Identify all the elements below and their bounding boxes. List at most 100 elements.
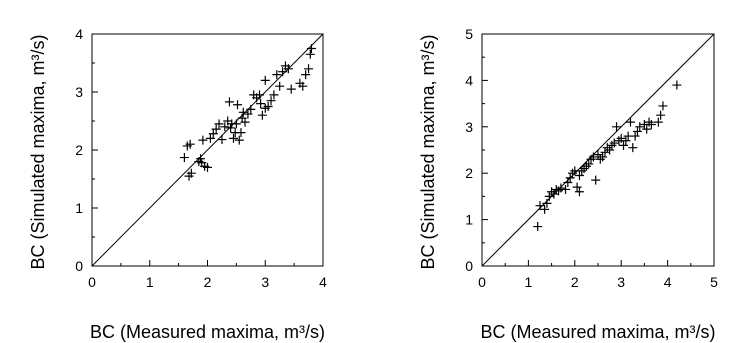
data-point (306, 44, 316, 53)
data-point (586, 154, 596, 164)
data-point (612, 122, 622, 132)
data-point (185, 139, 195, 149)
x-tick-label: 2 (571, 274, 579, 290)
data-point (304, 64, 314, 74)
data-point (600, 147, 610, 157)
data-point (572, 182, 582, 192)
data-point (658, 101, 668, 111)
x-tick-label: 1 (146, 274, 154, 290)
data-point (535, 201, 545, 211)
scatter-panel-right: 0 1 2 3 4 5 0 1 2 3 4 5 BC (Measured maxima, m³/s) BC… (418, 26, 718, 342)
data-point (625, 117, 635, 127)
data-point (224, 97, 234, 107)
data-point (609, 138, 619, 148)
y-tick-label: 2 (75, 142, 83, 158)
data-point (619, 140, 629, 150)
x-tick-label: 2 (204, 274, 212, 290)
data-point (672, 80, 682, 90)
data-point (577, 166, 587, 176)
data-point (211, 124, 221, 134)
y-axis-label: BC (Simulated maxima, m³/s) (418, 34, 438, 269)
y-tick-label: 4 (465, 72, 473, 88)
data-point (595, 154, 605, 164)
y-tick-label: 1 (465, 212, 473, 228)
data-point (547, 187, 557, 197)
data-point (544, 191, 554, 201)
data-point (588, 152, 598, 162)
data-point (591, 175, 601, 185)
data-point (298, 81, 308, 91)
data-point (653, 117, 663, 127)
data-point (567, 168, 577, 178)
data-point (542, 198, 552, 208)
data-point (616, 133, 626, 143)
data-point (305, 49, 315, 59)
data-point (593, 150, 603, 160)
data-point (238, 107, 248, 117)
data-point (236, 128, 246, 138)
data-point (214, 119, 224, 129)
data-point (256, 99, 266, 109)
data-point (656, 110, 666, 120)
data-point (642, 124, 652, 134)
data-point (254, 90, 264, 100)
data-point (272, 70, 282, 80)
data-point (286, 84, 296, 94)
data-point (243, 109, 253, 119)
data-point (269, 90, 279, 100)
one-to-one-line (91, 33, 324, 267)
data-point (598, 152, 608, 162)
data-point (632, 126, 642, 136)
data-point (278, 67, 288, 77)
y-tick-label: 0 (465, 258, 473, 274)
y-tick-label: 2 (465, 165, 473, 181)
data-point (263, 102, 273, 111)
y-tick-label: 0 (75, 258, 83, 274)
data-point (179, 153, 189, 163)
data-point (275, 81, 285, 91)
scatter-panel-left: 0 1 2 3 4 0 1 2 3 4 BC (Measured maxima, m³/s) BC (… (28, 26, 327, 342)
data-point (220, 122, 230, 132)
data-point (561, 184, 571, 194)
x-tick-label: 3 (617, 274, 625, 290)
data-point (551, 184, 561, 194)
one-to-one-line (481, 33, 715, 267)
y-tick-label: 3 (75, 84, 83, 100)
x-tick-label: 0 (478, 274, 486, 290)
data-point (540, 204, 550, 214)
data-point (533, 222, 543, 232)
data-point (246, 104, 256, 114)
x-axis-label: BC (Measured maxima, m³/s) (90, 322, 325, 342)
data-point (257, 110, 267, 120)
x-tick-label: 0 (88, 274, 96, 290)
data-point (605, 145, 615, 155)
y-tick-label: 4 (75, 26, 83, 42)
data-point (607, 140, 617, 150)
data-point (233, 100, 243, 110)
data-point (563, 177, 573, 187)
data-point (581, 161, 591, 171)
data-point (203, 162, 212, 172)
y-tick-label: 1 (75, 200, 83, 216)
x-tick-label: 5 (710, 274, 718, 290)
x-tick-label: 3 (261, 274, 269, 290)
data-point (283, 64, 293, 74)
data-point (205, 133, 215, 143)
data-point (198, 135, 208, 145)
x-tick-label: 1 (525, 274, 533, 290)
x-tick-label: 4 (319, 274, 327, 290)
data-point (628, 143, 638, 153)
data-point (228, 133, 238, 143)
data-point (231, 119, 241, 129)
data-point (260, 75, 270, 85)
data-point (556, 183, 566, 193)
data-point (208, 129, 218, 139)
data-point (266, 96, 276, 106)
data-point (217, 135, 227, 145)
data-point (301, 70, 311, 80)
data-point (574, 171, 584, 181)
data-point (584, 159, 594, 169)
data-point (574, 187, 584, 197)
data-point (549, 189, 559, 199)
y-tick-label: 5 (465, 26, 473, 42)
